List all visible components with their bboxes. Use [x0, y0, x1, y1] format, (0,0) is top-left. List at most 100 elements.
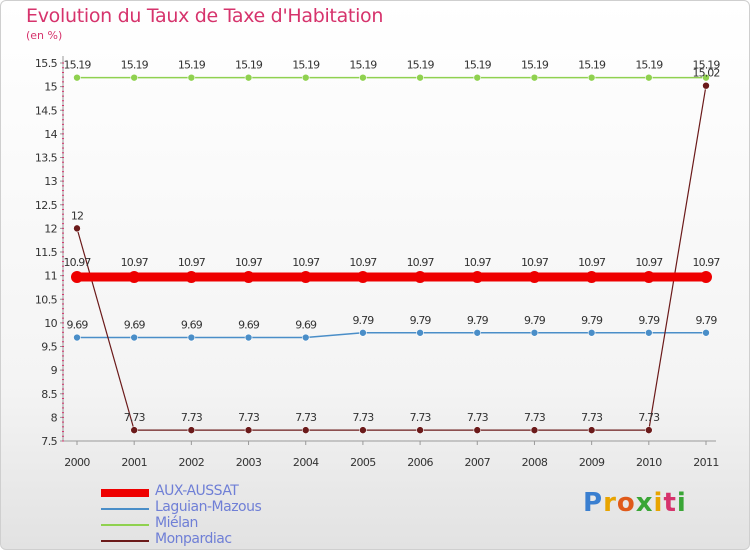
x-tick-label: 2006	[407, 456, 433, 469]
x-tick-label: 2010	[636, 456, 662, 469]
data-point	[702, 328, 710, 337]
x-tick-label: 2002	[179, 456, 205, 469]
y-tick-label: 14.5	[35, 104, 58, 117]
data-point	[130, 426, 138, 434]
x-tick-label: 2005	[350, 456, 376, 469]
data-label: 9.79	[410, 314, 432, 327]
data-point	[244, 333, 253, 342]
y-tick-label: 9	[51, 364, 58, 377]
data-point	[530, 328, 539, 337]
data-label: 10.97	[464, 256, 492, 269]
data-point	[359, 426, 367, 434]
data-point	[416, 328, 424, 337]
y-tick-label: 15	[44, 81, 57, 94]
logo-letter: P	[583, 488, 604, 518]
data-point	[645, 426, 653, 434]
x-tick-label: 2004	[293, 456, 319, 469]
data-point	[244, 73, 253, 82]
data-label: 15.19	[178, 59, 206, 72]
data-label: 15.19	[578, 59, 606, 72]
y-tick-label: 12	[44, 222, 57, 235]
data-label: 10.97	[64, 256, 92, 269]
data-point	[585, 271, 598, 284]
y-tick-label: 7.5	[41, 435, 57, 448]
data-label: 15.19	[292, 59, 320, 72]
logo-letter: o	[616, 488, 636, 518]
data-point	[244, 426, 253, 434]
data-point	[359, 73, 367, 82]
data-label: 10.97	[121, 256, 149, 269]
data-point	[73, 333, 81, 342]
y-tick-label: 12.5	[35, 199, 58, 212]
logo-letter: i	[653, 488, 664, 518]
data-label: 9.69	[295, 319, 317, 332]
x-tick-label: 2007	[464, 456, 490, 469]
data-point	[242, 271, 255, 284]
y-tick-label: 8	[51, 411, 58, 424]
data-point	[414, 271, 427, 284]
data-label: 15.19	[464, 59, 492, 72]
x-tick-label: 2009	[579, 456, 605, 469]
data-point	[416, 73, 424, 82]
data-label: 15.19	[349, 59, 377, 72]
data-point	[645, 328, 653, 337]
data-label: 7.73	[467, 411, 489, 424]
data-label: 9.79	[524, 314, 546, 327]
data-point	[301, 426, 310, 434]
data-point	[71, 271, 83, 284]
x-tick-label: 2000	[64, 456, 90, 469]
y-tick-label: 13.5	[35, 152, 58, 165]
data-label: 7.73	[238, 411, 260, 424]
data-point	[642, 271, 655, 284]
data-point	[73, 73, 81, 82]
legend-swatch-monpardiac	[101, 540, 149, 542]
y-tick-label: 9.5	[41, 341, 57, 354]
y-tick-label: 11.5	[35, 246, 58, 259]
data-label: 9.69	[124, 319, 146, 332]
data-label: 15.19	[521, 59, 549, 72]
y-tick-label: 11	[44, 270, 57, 283]
y-tick-label: 15.5	[35, 57, 58, 70]
data-point	[130, 333, 138, 342]
data-point	[702, 81, 710, 90]
data-label: 10.97	[292, 256, 320, 269]
x-tick-label: 2001	[121, 456, 147, 469]
data-point	[530, 426, 539, 434]
data-label: 7.73	[124, 411, 146, 424]
data-label: 15.19	[635, 59, 663, 72]
data-point	[645, 73, 653, 82]
data-label: 9.69	[181, 319, 203, 332]
legend-label-laguian-mazous: Laguian-Mazous	[155, 499, 262, 515]
data-label: 9.79	[581, 314, 603, 327]
data-label: 9.79	[696, 314, 718, 327]
data-point	[587, 328, 596, 337]
chart-subtitle: (en %)	[26, 29, 63, 42]
data-point	[473, 426, 482, 434]
data-point	[702, 73, 710, 82]
y-tick-label: 14	[44, 128, 57, 141]
data-point	[301, 333, 310, 342]
data-label: 7.73	[295, 411, 317, 424]
data-point	[528, 271, 541, 284]
data-label: 15.19	[121, 59, 149, 72]
series-line-laguian-mazous	[77, 332, 706, 339]
data-point	[187, 426, 196, 434]
data-label: 7.73	[181, 411, 203, 424]
data-point	[700, 271, 712, 284]
data-point	[73, 224, 81, 233]
legend-swatch-mielan	[101, 524, 149, 526]
y-tick-label: 10.5	[35, 293, 58, 306]
data-point	[530, 73, 539, 82]
data-point	[587, 426, 596, 434]
legend-label-aux-aussat: AUX-AUSSAT	[155, 483, 239, 499]
data-point	[587, 73, 596, 82]
y-tick-label: 10	[44, 317, 57, 330]
chart-title: Evolution du Taux de Taxe d'Habitation	[26, 5, 384, 27]
legend-swatch-laguian-mazous	[101, 508, 149, 510]
data-label: 9.79	[352, 314, 374, 327]
data-point	[128, 271, 141, 284]
data-label: 7.73	[410, 411, 432, 424]
data-point	[299, 271, 312, 284]
proxiti-logo: Proxiti	[583, 488, 687, 518]
data-label: 15.19	[407, 59, 435, 72]
